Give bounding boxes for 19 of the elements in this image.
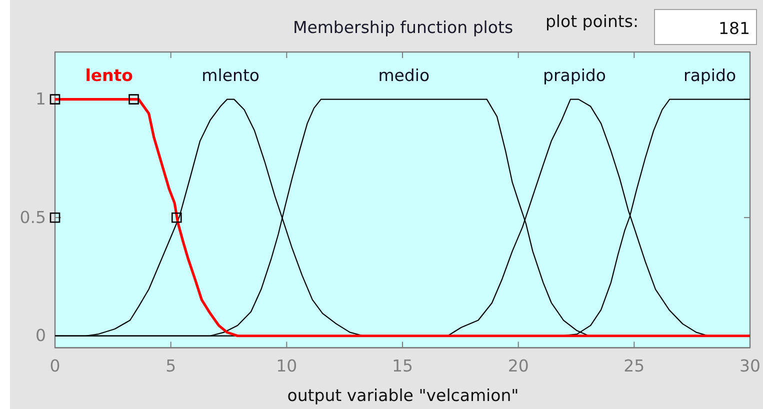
x-tick-label: 15	[392, 356, 413, 376]
series-label: lento	[85, 66, 134, 85]
y-tick-label: 0.5	[20, 208, 46, 227]
chart-title: Membership function plots	[292, 18, 514, 37]
x-tick-label: 10	[276, 356, 298, 376]
series-label: medio	[378, 66, 430, 85]
x-tick-label: 30	[740, 356, 760, 376]
text-field: 181	[654, 9, 757, 45]
y-tick-label: 1	[36, 90, 46, 109]
series-label: prapido	[543, 66, 606, 85]
x-tick-label: 5	[166, 356, 176, 376]
series-label: mlento	[202, 66, 260, 85]
x-tick-label: 0	[50, 356, 60, 376]
x-axis-title: output variable "velcamion"	[287, 386, 519, 405]
text: plot points:	[545, 12, 639, 31]
x-tick-label: 25	[624, 356, 645, 376]
x-tick-label: 20	[508, 356, 529, 376]
y-tick-label: 0	[36, 326, 46, 346]
series-label: rapido	[684, 66, 736, 85]
